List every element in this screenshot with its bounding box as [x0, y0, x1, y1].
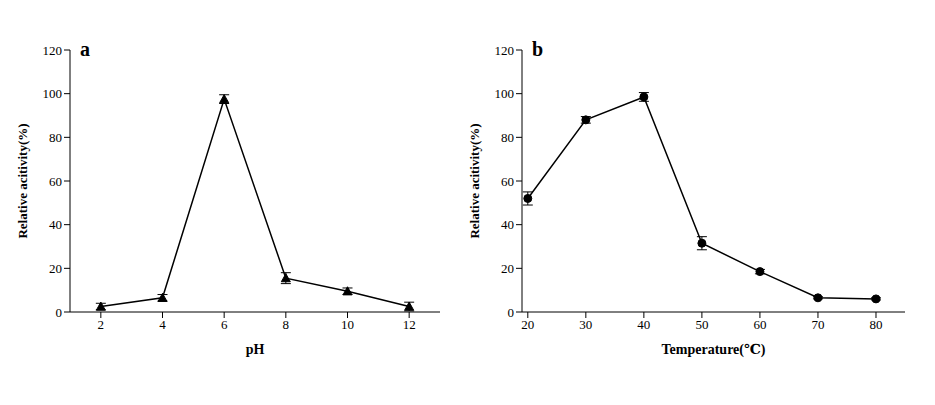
svg-text:100: 100: [43, 86, 63, 101]
svg-text:20: 20: [501, 261, 514, 276]
svg-text:120: 120: [495, 43, 515, 58]
svg-text:100: 100: [495, 86, 515, 101]
svg-text:12: 12: [403, 317, 416, 332]
html-text:b: b: [532, 38, 544, 60]
svg-text:6: 6: [221, 317, 228, 332]
svg-text:30: 30: [579, 317, 592, 332]
svg-text:Relative acitivity(%): Relative acitivity(%): [468, 123, 482, 238]
svg-text:8: 8: [283, 317, 290, 332]
svg-text:80: 80: [869, 317, 882, 332]
svg-text:80: 80: [49, 130, 62, 145]
svg-text:2: 2: [98, 317, 105, 332]
svg-text:Relative acitivity(%): Relative acitivity(%): [15, 123, 30, 238]
svg-text:50: 50: [695, 317, 708, 332]
svg-text:0: 0: [508, 305, 515, 320]
svg-text:40: 40: [49, 217, 62, 232]
svg-text:20: 20: [49, 261, 62, 276]
svg-text:10: 10: [341, 317, 354, 332]
svg-text:Temperature(℃): Temperature(℃): [662, 342, 766, 358]
svg-text:0: 0: [56, 305, 63, 320]
svg-text:4: 4: [159, 317, 166, 332]
svg-text:pH: pH: [246, 342, 265, 357]
html-text:a: a: [80, 38, 90, 60]
svg-text:70: 70: [811, 317, 824, 332]
svg-text:60: 60: [49, 174, 62, 189]
svg-text:60: 60: [753, 317, 766, 332]
svg-text:40: 40: [501, 217, 514, 232]
svg-text:60: 60: [501, 174, 514, 189]
svg-text:80: 80: [501, 130, 514, 145]
svg-text:120: 120: [43, 43, 63, 58]
svg-text:40: 40: [637, 317, 650, 332]
svg-text:20: 20: [521, 317, 534, 332]
